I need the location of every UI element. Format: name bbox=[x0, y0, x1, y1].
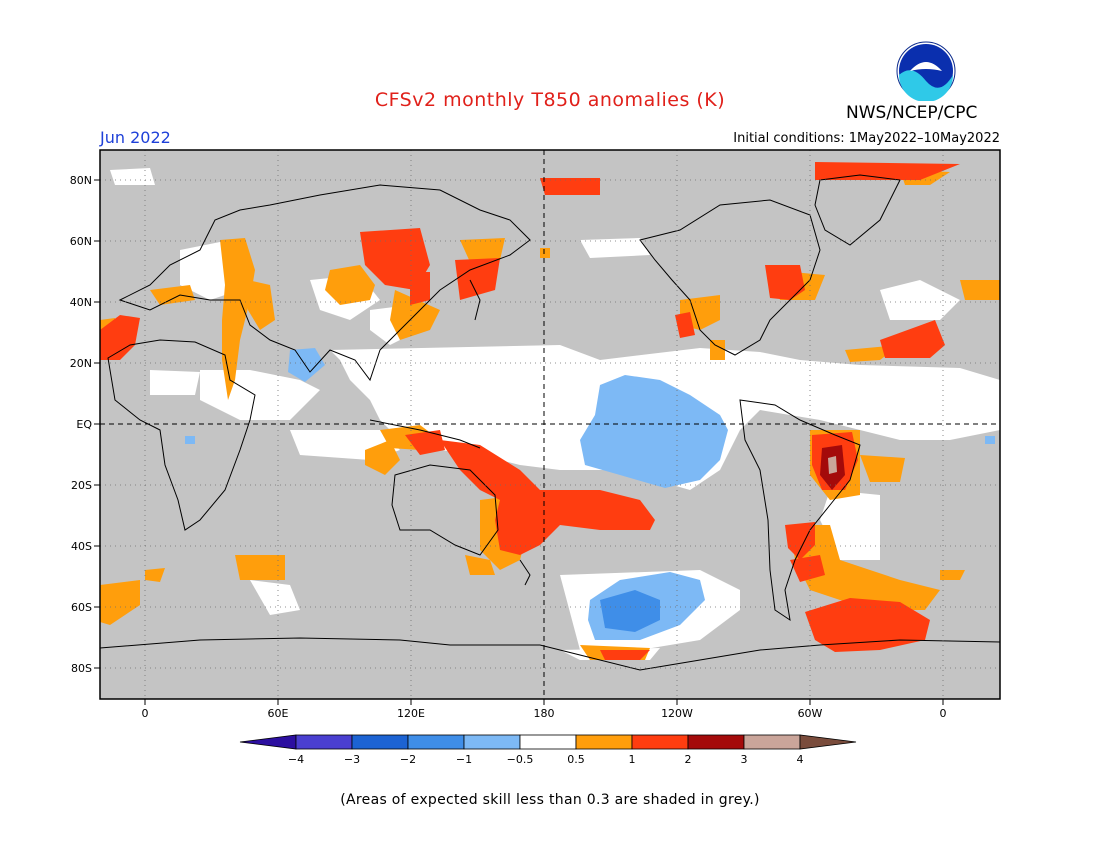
lon-label: 60W bbox=[798, 707, 823, 720]
colorbar-label: −3 bbox=[344, 753, 360, 766]
colorbar-segment bbox=[799, 734, 857, 750]
map-title: CFSv2 monthly T850 anomalies (K) bbox=[374, 89, 726, 111]
coastlines bbox=[100, 174, 1000, 671]
extreme-warm-anomaly bbox=[828, 456, 837, 474]
colorbar-labels: −4 −3 −2 −1 −0.5 0.5 1 2 3 4 bbox=[288, 753, 804, 766]
colorbar-segment bbox=[687, 734, 745, 750]
lat-label: 60S bbox=[71, 601, 92, 614]
colorbar-label: 3 bbox=[741, 753, 748, 766]
colorbar-segment bbox=[239, 734, 297, 750]
lon-label: 120W bbox=[661, 707, 693, 720]
lon-label: 120E bbox=[397, 707, 425, 720]
colorbar-segment bbox=[463, 734, 521, 750]
colorbar-label: 4 bbox=[797, 753, 804, 766]
initial-conditions-label: Initial conditions: 1May2022–10May2022 bbox=[733, 131, 1000, 146]
lat-label: 80N bbox=[70, 174, 92, 187]
colorbar-segment bbox=[351, 734, 409, 750]
latitude-labels: 80N 60N 40N 20N EQ 20S 40S 60S 80S bbox=[70, 174, 93, 675]
lat-label: 20N bbox=[70, 357, 92, 370]
colorbar-label: −4 bbox=[288, 753, 304, 766]
lon-label: 60E bbox=[268, 707, 289, 720]
colorbar-segment bbox=[575, 734, 633, 750]
skill-footnote: (Areas of expected skill less than 0.3 a… bbox=[340, 792, 760, 808]
valid-month-label: Jun 2022 bbox=[100, 128, 171, 147]
lat-label: 40S bbox=[71, 540, 92, 553]
lon-label: 0 bbox=[940, 707, 947, 720]
colorbar-label: −0.5 bbox=[507, 753, 534, 766]
colorbar-label: −2 bbox=[400, 753, 416, 766]
moderate-cold-anomaly bbox=[600, 590, 660, 632]
colorbar-label: 1 bbox=[629, 753, 636, 766]
lat-label: 60N bbox=[70, 235, 92, 248]
colorbar-label: −1 bbox=[456, 753, 472, 766]
colorbar-label: 2 bbox=[685, 753, 692, 766]
lon-label: 0 bbox=[142, 707, 149, 720]
colorbar-segment bbox=[519, 734, 577, 750]
lat-label: EQ bbox=[76, 418, 92, 431]
colorbar-segment bbox=[743, 734, 801, 750]
reference-lines bbox=[100, 150, 1000, 699]
longitude-labels: 0 60E 120E 180 120W 60W 0 bbox=[142, 707, 947, 720]
colorbar-segment bbox=[295, 734, 353, 750]
lat-label: 20S bbox=[71, 479, 92, 492]
graticule bbox=[100, 150, 1000, 699]
colorbar-label: 0.5 bbox=[567, 753, 585, 766]
colorbar-segment bbox=[407, 734, 465, 750]
colorbar-segment bbox=[631, 734, 689, 750]
agency-label: NWS/NCEP/CPC bbox=[846, 103, 978, 123]
lon-label: 180 bbox=[534, 707, 555, 720]
lat-label: 80S bbox=[71, 662, 92, 675]
colorbar bbox=[239, 734, 857, 750]
noaa-logo-icon bbox=[896, 41, 956, 101]
lat-label: 40N bbox=[70, 296, 92, 309]
